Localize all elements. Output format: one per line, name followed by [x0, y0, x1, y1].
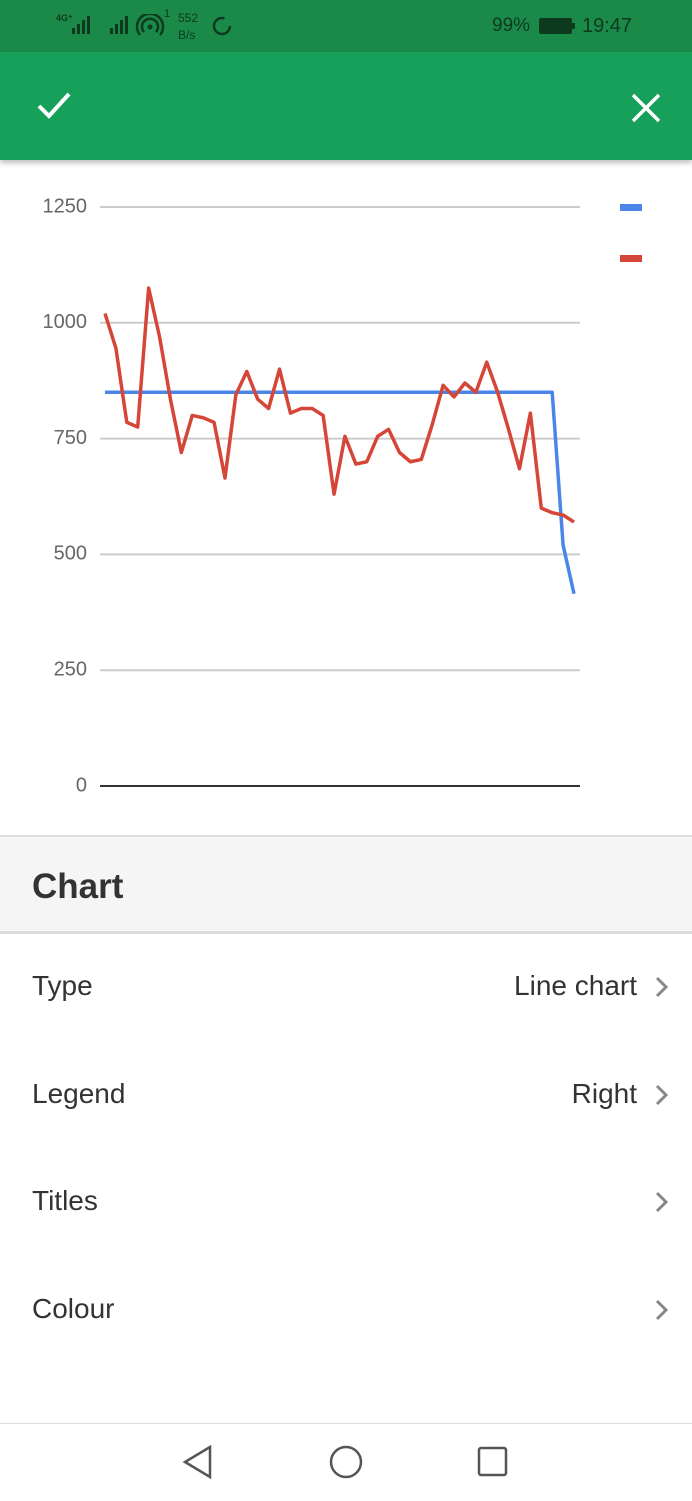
- legend-swatch: [620, 204, 642, 211]
- net-speed: 552: [178, 11, 199, 25]
- setting-label: Type: [32, 970, 93, 1001]
- setting-label: Titles: [32, 1185, 98, 1216]
- y-tick-label: 1250: [43, 195, 88, 217]
- network-type: 4G⁺: [56, 13, 73, 23]
- home-button[interactable]: [328, 1444, 364, 1480]
- recents-button[interactable]: [477, 1446, 509, 1478]
- setting-label: Legend: [32, 1078, 126, 1109]
- chevron: [655, 1299, 669, 1321]
- series-line: [103, 286, 575, 524]
- back-button[interactable]: [180, 1444, 216, 1480]
- battery-level: 99%: [492, 15, 531, 36]
- setting-row[interactable]: Legend Right: [0, 1042, 692, 1150]
- y-tick-label: 750: [54, 427, 87, 449]
- hotspot-count: 1: [164, 8, 171, 20]
- clock: 19:47: [582, 15, 633, 37]
- battery-icon: [539, 18, 575, 34]
- status-bar: 4G⁺ 1 552 B/s 99% 19:47: [0, 0, 692, 52]
- setting-row[interactable]: Type Line chart: [0, 934, 692, 1042]
- chevron: [655, 1191, 669, 1213]
- chevron: [655, 976, 669, 998]
- section-header: Chart: [0, 835, 692, 934]
- setting-value: Right: [571, 1078, 637, 1109]
- section-title: Chart: [32, 867, 124, 906]
- app-bar: [0, 52, 692, 160]
- sync-icon: [212, 16, 232, 36]
- setting-value: Line chart: [514, 970, 637, 1001]
- setting-row[interactable]: Colour: [0, 1257, 692, 1365]
- y-tick-label: 250: [54, 658, 87, 680]
- legend-swatch: [620, 255, 642, 262]
- y-tick-label: 1000: [43, 311, 88, 333]
- chart: 0 250 500 750 1000 1250: [43, 195, 642, 796]
- y-tick-label: 500: [54, 543, 87, 565]
- signal-icons: [72, 14, 165, 36]
- confirm-button[interactable]: [36, 90, 72, 122]
- setting-row[interactable]: Titles: [0, 1149, 692, 1257]
- close-button[interactable]: [630, 92, 662, 124]
- net-speed-unit: B/s: [178, 28, 196, 42]
- y-tick-label: 0: [76, 774, 87, 796]
- chevron: [655, 1084, 669, 1106]
- setting-label: Colour: [32, 1293, 115, 1324]
- nav-bar: [0, 1423, 692, 1501]
